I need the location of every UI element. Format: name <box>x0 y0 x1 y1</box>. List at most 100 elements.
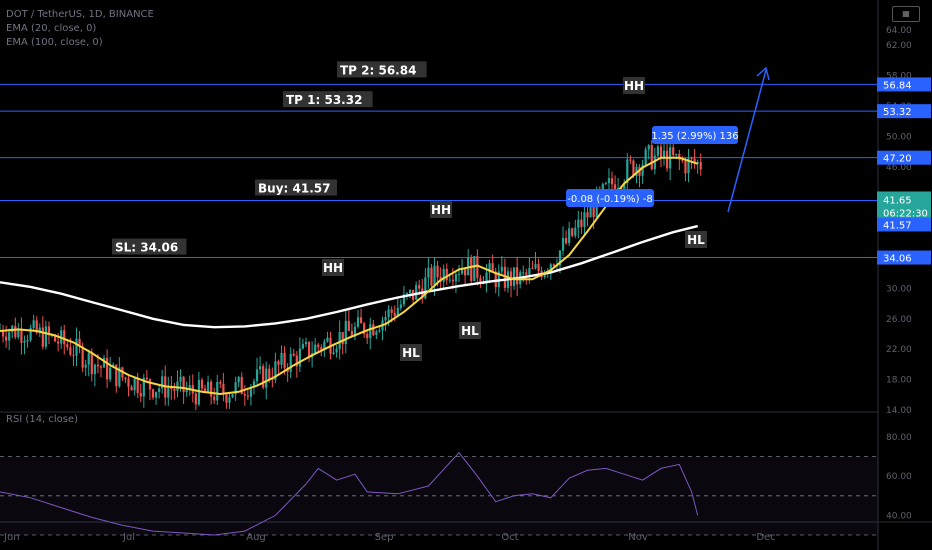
candle-body <box>457 273 461 275</box>
candle-body <box>179 376 182 382</box>
candle-body <box>451 279 454 282</box>
candle-body <box>301 344 305 349</box>
candle-body <box>188 385 191 390</box>
candle-body <box>213 396 216 401</box>
candle-body <box>488 263 491 273</box>
candle-body <box>672 147 675 156</box>
candle-body <box>387 309 390 318</box>
candle-body <box>81 346 84 368</box>
candle-body <box>528 268 531 275</box>
candle-body <box>592 205 595 218</box>
candle-body <box>274 361 277 380</box>
candle-body <box>626 159 629 183</box>
candle-body <box>604 183 607 185</box>
candle-body <box>512 267 516 286</box>
candle-body <box>20 328 23 343</box>
candle-body <box>154 391 158 398</box>
candle-body <box>66 344 69 348</box>
candle-body <box>418 285 421 289</box>
candle-body <box>124 377 127 379</box>
candle-body <box>363 323 366 334</box>
candle-body <box>464 268 467 276</box>
candle-body <box>231 394 234 398</box>
x-tick-label: Oct <box>501 532 518 543</box>
candle-body <box>353 326 357 337</box>
candle-body <box>699 161 702 170</box>
candle-body <box>522 272 525 274</box>
current-price-tag-bg <box>877 191 931 222</box>
current-price-tag: 41.65 <box>883 195 912 206</box>
structure-label-bg <box>459 322 481 339</box>
candle-body <box>194 393 197 405</box>
candle-body <box>656 146 659 156</box>
measure-label: -0.08 (-0.19%) -8 <box>567 194 652 205</box>
candle-body <box>577 219 580 228</box>
candle-body <box>378 330 381 332</box>
candle-body <box>415 285 418 300</box>
y-tick-label: 30.00 <box>886 284 912 294</box>
candle-body <box>161 376 164 389</box>
candle-body <box>583 212 586 227</box>
candle-body <box>662 150 666 158</box>
candle-body <box>222 383 225 395</box>
countdown-tag: 06:22:30 <box>883 208 928 219</box>
measure-label: 1.35 (2.99%) 136 <box>651 131 738 142</box>
candle-body <box>424 277 427 299</box>
y-tick-label: 22.00 <box>886 345 912 355</box>
candle-body <box>350 330 353 337</box>
ema100-legend: EMA (100, close, 0) <box>6 37 103 48</box>
x-tick-label: Aug <box>246 532 266 543</box>
settings-icon[interactable]: ▦ <box>892 6 920 22</box>
candle-body <box>690 158 693 160</box>
candle-body <box>142 377 145 397</box>
candle-body <box>644 149 647 165</box>
candle-body <box>295 355 298 367</box>
candle-body <box>534 264 537 269</box>
candle-body <box>369 324 372 338</box>
candle-body <box>26 339 29 342</box>
structure-label: HH <box>431 203 451 217</box>
y-tick-label: 26.00 <box>886 315 912 325</box>
candle-body <box>470 257 473 281</box>
projection-arrow <box>727 69 767 213</box>
candle-body <box>87 352 90 365</box>
measure-label-bg <box>652 126 738 144</box>
candle-body <box>460 268 464 274</box>
candle-body <box>356 317 360 327</box>
candle-body <box>38 327 41 333</box>
candle-body <box>552 264 555 267</box>
candle-body <box>228 397 231 403</box>
candle-body <box>173 389 176 391</box>
rsi-tick-label: 40.00 <box>886 511 912 521</box>
candle-body <box>283 352 286 368</box>
candle-body <box>127 378 130 387</box>
candle-body <box>574 227 577 236</box>
candle-body <box>170 387 173 390</box>
symbol-legend: DOT / TetherUS, 1D, BINANCE <box>6 9 154 20</box>
candle-body <box>399 304 402 308</box>
candle-body <box>650 145 653 170</box>
candle-body <box>237 377 240 383</box>
candle-body <box>601 183 604 192</box>
candle-body <box>265 368 268 388</box>
structure-label: HL <box>461 324 479 338</box>
candle-body <box>393 312 396 316</box>
candle-body <box>525 272 528 275</box>
candle-body <box>106 357 109 380</box>
price-tag-bg-buy-2 <box>877 217 931 232</box>
structure-label: HH <box>624 79 644 93</box>
price-tag-bg-tp2 <box>877 77 931 92</box>
level-label-bg-tp1 <box>283 91 373 108</box>
structure-label: HL <box>402 346 420 360</box>
candle-body <box>176 381 179 391</box>
candle-body <box>307 341 311 358</box>
candle-body <box>139 393 142 397</box>
candle-body <box>240 377 243 395</box>
candle-body <box>102 357 106 368</box>
candle-body <box>537 264 540 271</box>
y-tick-label: 64.00 <box>886 26 912 36</box>
x-tick-label: Jul <box>122 532 135 543</box>
candle-body <box>390 309 393 313</box>
candle-body <box>445 268 448 281</box>
